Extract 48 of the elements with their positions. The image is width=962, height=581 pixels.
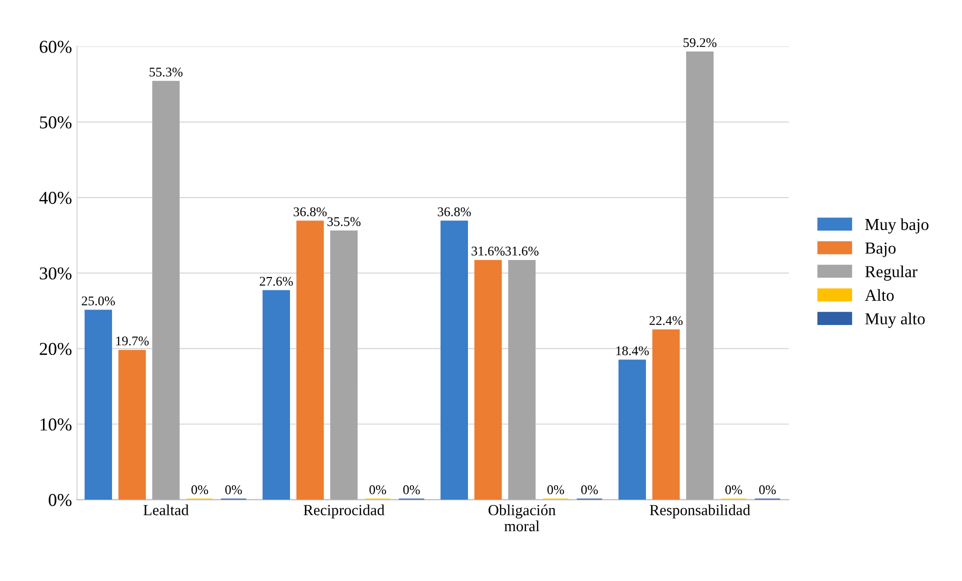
data-label: 35.5% xyxy=(328,217,361,226)
data-label: 31.6% xyxy=(472,246,505,256)
data-label: 18.4% xyxy=(616,346,649,356)
data-label: 19.7% xyxy=(116,336,149,346)
legend-label: Muy bajo xyxy=(865,218,928,234)
data-label: 22.4% xyxy=(650,316,683,326)
y-tick-label: 0% xyxy=(48,494,72,506)
data-label: 0% xyxy=(547,485,564,494)
data-label: 0% xyxy=(759,485,776,494)
y-tick-label: 40% xyxy=(39,192,72,204)
data-label: 0% xyxy=(581,485,598,494)
bar xyxy=(686,51,714,500)
data-label: 36.8% xyxy=(438,207,471,216)
y-tick-label: 30% xyxy=(40,267,72,280)
x-tick-label: Responsabilidad xyxy=(650,504,750,518)
y-tick-label: 50% xyxy=(40,116,72,129)
bar xyxy=(84,310,112,500)
data-label: 59.2% xyxy=(684,38,716,48)
bar xyxy=(652,329,680,500)
data-label: 27.6% xyxy=(260,276,293,286)
legend-label: Regular xyxy=(865,266,918,281)
data-label: 0% xyxy=(191,485,208,494)
bar xyxy=(296,220,324,500)
bar xyxy=(152,80,180,500)
bar xyxy=(330,230,358,500)
data-label: 25.0% xyxy=(82,296,115,306)
data-label: 0% xyxy=(225,485,242,494)
legend-label: Bajo xyxy=(865,242,896,258)
data-label: 0% xyxy=(403,485,420,494)
y-tick-label: 10% xyxy=(40,418,72,431)
bar xyxy=(618,360,646,500)
bar xyxy=(118,350,146,500)
data-label: 36.8% xyxy=(294,207,327,216)
x-tick-label: Reciprocidad xyxy=(304,504,384,518)
data-label: 55.3% xyxy=(150,68,183,77)
y-tick-label: 60% xyxy=(40,40,72,53)
legend-label: Muy alto xyxy=(865,312,925,328)
x-tick-label: Lealtad xyxy=(143,504,189,516)
data-label: 0% xyxy=(725,485,742,494)
bar xyxy=(440,220,468,500)
data-label: 0% xyxy=(369,485,386,494)
bar xyxy=(262,290,290,500)
data-label: 31.6% xyxy=(505,246,538,256)
legend-label: Alto xyxy=(864,289,894,301)
bar xyxy=(508,260,536,500)
x-tick-label: Obligación moral xyxy=(488,504,556,532)
y-tick-label: 20% xyxy=(40,342,72,356)
bar xyxy=(474,260,502,500)
